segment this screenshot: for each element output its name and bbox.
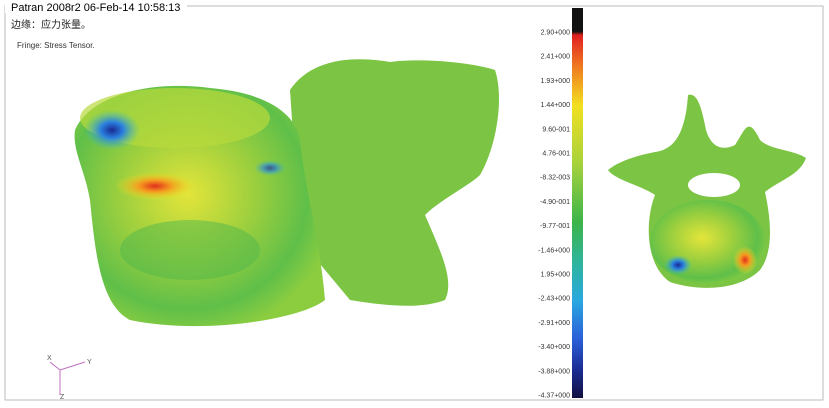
viewport: Patran 2008r2 06-Feb-14 10:58:13 边缘：应力张量… <box>0 0 829 403</box>
low-stress-region <box>254 160 286 176</box>
caption: 边缘：应力张量。 <box>11 18 91 31</box>
colorbar-label: -2.43+000 <box>538 296 570 303</box>
axis-label: X <box>47 355 52 362</box>
colorbar-label: 1.44+000 <box>541 102 570 109</box>
low-stress-region <box>84 110 140 150</box>
colorbar-labels: 2.90+000 2.41+000 1.93+000 1.44+000 9.60-001… <box>538 30 570 400</box>
high-stress-region <box>115 172 195 200</box>
fringe-label: Fringe: Stress Tensor. <box>17 41 95 50</box>
colorbar-label: 9.60-001 <box>542 126 570 133</box>
colorbar-label: -1.46+000 <box>538 247 570 254</box>
vertebral-foramen <box>688 173 740 197</box>
stress-region <box>120 220 260 280</box>
colorbar-label: -3.40+000 <box>538 344 570 351</box>
colorbar-label: -9.77-001 <box>540 223 570 230</box>
header-title: Patran 2008r2 06-Feb-14 10:58:13 <box>11 2 180 14</box>
colorbar-label: 2.41+000 <box>541 54 570 61</box>
axis-label: Z <box>60 394 65 401</box>
low-stress-region <box>664 255 692 275</box>
colorbar-label: -4.90-001 <box>540 199 570 206</box>
colorbar-label: -2.91+000 <box>538 320 570 327</box>
colorbar <box>572 8 583 398</box>
page: Patran 2008r2 06-Feb-14 10:58:13 边缘：应力张量… <box>0 0 829 403</box>
colorbar-label: 2.90+000 <box>541 30 570 37</box>
axis-triad <box>50 362 85 395</box>
colorbar-label: 4.76-001 <box>542 151 570 158</box>
colorbar-label: 1.95+000 <box>541 272 570 279</box>
colorbar-label: -8.32-003 <box>540 175 570 182</box>
colorbar-label: -4.37+000 <box>538 393 570 400</box>
high-stress-region <box>733 246 757 274</box>
axis-label: Y <box>87 359 92 366</box>
colorbar-label: 1.93+000 <box>541 78 570 85</box>
colorbar-label: -3.88+000 <box>538 368 570 375</box>
